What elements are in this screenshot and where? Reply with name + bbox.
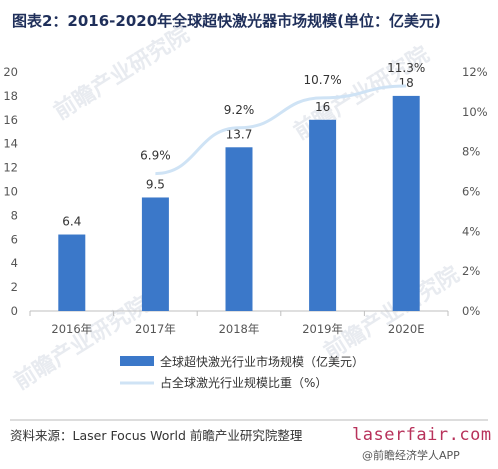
y-left-tick-label: 4	[11, 256, 18, 270]
y-right-tick-label: 2%	[462, 264, 480, 278]
logo-subtitle: @前瞻经济学人APP	[362, 448, 460, 462]
y-left-tick-label: 16	[3, 113, 18, 127]
y-left-tick-label: 14	[3, 137, 18, 151]
bar	[58, 234, 86, 311]
y-left-tick-label: 20	[3, 65, 18, 79]
bar-data-label: 9.5	[146, 177, 165, 191]
line-series	[155, 84, 407, 176]
line-data-label: 9.2%	[224, 103, 255, 117]
line-data-label: 10.7%	[304, 73, 342, 87]
y-right-tick-label: 10%	[462, 105, 488, 119]
x-tick-label: 2016年	[51, 322, 92, 336]
x-tick-label: 2017年	[135, 322, 176, 336]
y-left-tick-label: 10	[3, 185, 18, 199]
legend-line-label: 占全球激光行业规模比重（%）	[160, 375, 327, 390]
bar-data-label: 18	[399, 76, 414, 90]
bar-data-label: 16	[315, 100, 330, 114]
x-tick-label: 2019年	[302, 322, 343, 336]
legend-bar-label: 全球超快激光行业市场规模（亿美元）	[160, 354, 364, 369]
y-right-tick-label: 12%	[462, 65, 488, 79]
y-left-tick-label: 12	[3, 161, 18, 175]
y-right-tick-label: 4%	[462, 224, 480, 238]
source-text: 资料来源：Laser Focus World 前瞻产业研究院整理	[10, 428, 303, 443]
y-left-tick-label: 6	[11, 232, 18, 246]
watermark-text: 前瞻产业研究院	[319, 261, 463, 365]
legend-bar-swatch	[120, 356, 154, 366]
y-left-tick-label: 0	[11, 304, 18, 318]
bar	[392, 95, 420, 312]
bar	[141, 197, 169, 311]
y-left-tick-label: 2	[11, 280, 18, 294]
chart-title: 图表2：2016-2020年全球超快激光器市场规模(单位：亿美元)	[12, 12, 441, 30]
y-right-tick-label: 0%	[462, 304, 480, 318]
bar-data-label: 6.4	[62, 215, 81, 229]
bar	[309, 119, 337, 311]
y-left-tick-label: 8	[11, 208, 18, 222]
x-tick-label: 2018年	[219, 322, 260, 336]
watermark-text: 前瞻产业研究院	[49, 21, 193, 125]
x-tick-label: 2020E	[388, 322, 425, 336]
line-data-label: 6.9%	[140, 149, 171, 163]
line-data-label: 11.3%	[387, 61, 425, 75]
legend: 全球超快激光行业市场规模（亿美元） 占全球激光行业规模比重（%）	[120, 354, 364, 390]
bar	[225, 147, 253, 311]
bar-data-label: 13.7	[226, 127, 253, 141]
y-right-tick-label: 6%	[462, 185, 480, 199]
logo-text: laserfair.com	[352, 425, 492, 445]
y-right-tick-label: 8%	[462, 145, 480, 159]
y-left-tick-label: 18	[3, 89, 18, 103]
plot-area: 0 2 4 6 8 10 12 14 16 18 20 0% 2% 4% 6% 8% 10% 12% 2016年 20…	[3, 61, 487, 336]
